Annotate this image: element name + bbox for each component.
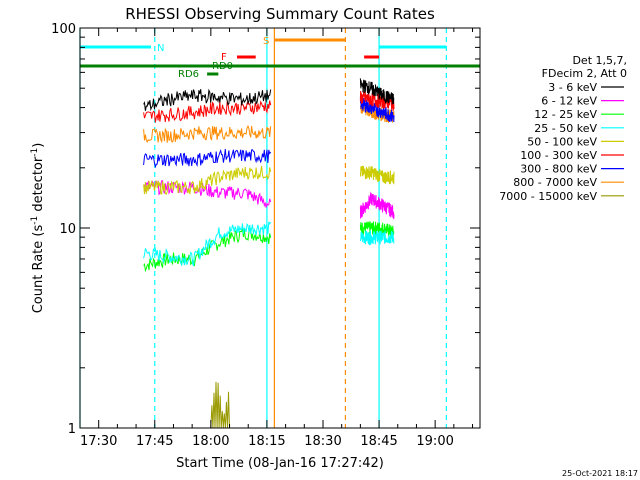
series-line [143,228,272,273]
legend-entry: 50 - 100 keV [527,135,597,148]
legend-header: FDecim 2, Att 0 [542,67,627,80]
timestamp: 25-Oct-2021 18:17 [562,469,638,478]
y-tick-label: 100 [51,22,76,37]
y-tick-label: 1 [68,422,76,437]
flag-label: RD0 [212,61,233,72]
series-line [359,165,395,185]
x-tick-label: 18:15 [248,434,285,449]
series-line [359,90,395,112]
series-line [143,88,272,112]
legend-entry: 7000 - 15000 keV [499,190,597,203]
legend-entry: 800 - 7000 keV [513,176,597,189]
x-tick-label: 19:00 [416,434,453,449]
legend-entry: 300 - 800 keV [520,163,597,176]
legend-entry: 12 - 25 keV [534,108,597,121]
series-line [143,221,272,267]
series-line [143,165,272,196]
x-tick-label: 17:30 [80,434,117,449]
plot-frame [79,27,481,429]
flag-label: N [157,43,164,54]
x-tick-label: 18:45 [360,434,397,449]
series-line [210,381,230,429]
series-line [143,148,272,169]
series-line [143,124,272,144]
flag-label: F [221,52,227,63]
legend-entry: 6 - 12 keV [541,95,597,108]
x-axis-label: Start Time (08-Jan-16 17:27:42) [176,456,384,471]
series-line [359,78,395,105]
series-line [359,191,395,220]
x-tick-label: 17:45 [136,434,173,449]
x-tick-label: 18:00 [192,434,229,449]
y-axis-label: Count Rate (s-1 detector-1) [30,143,46,314]
legend-entry: 3 - 6 keV [548,81,597,94]
series-line [143,100,272,123]
flag-label: S [263,36,269,47]
legend-entry: 100 - 300 keV [520,149,597,162]
series-line [359,221,395,238]
axes: 17:30 17:45 18:00 18:15 18:30 18:45 19:00 1 10 10… [51,22,480,449]
flag-label: RD6 [178,69,199,80]
legend-header: Det 1,5,7, [572,54,627,67]
x-tick-label: 18:30 [304,434,341,449]
series-line [359,96,395,123]
legend-entry: 25 - 50 keV [534,122,597,135]
series-line [359,230,395,246]
chart-title: RHESSI Observing Summary Count Rates [125,5,435,23]
y-tick-label: 10 [59,222,76,237]
